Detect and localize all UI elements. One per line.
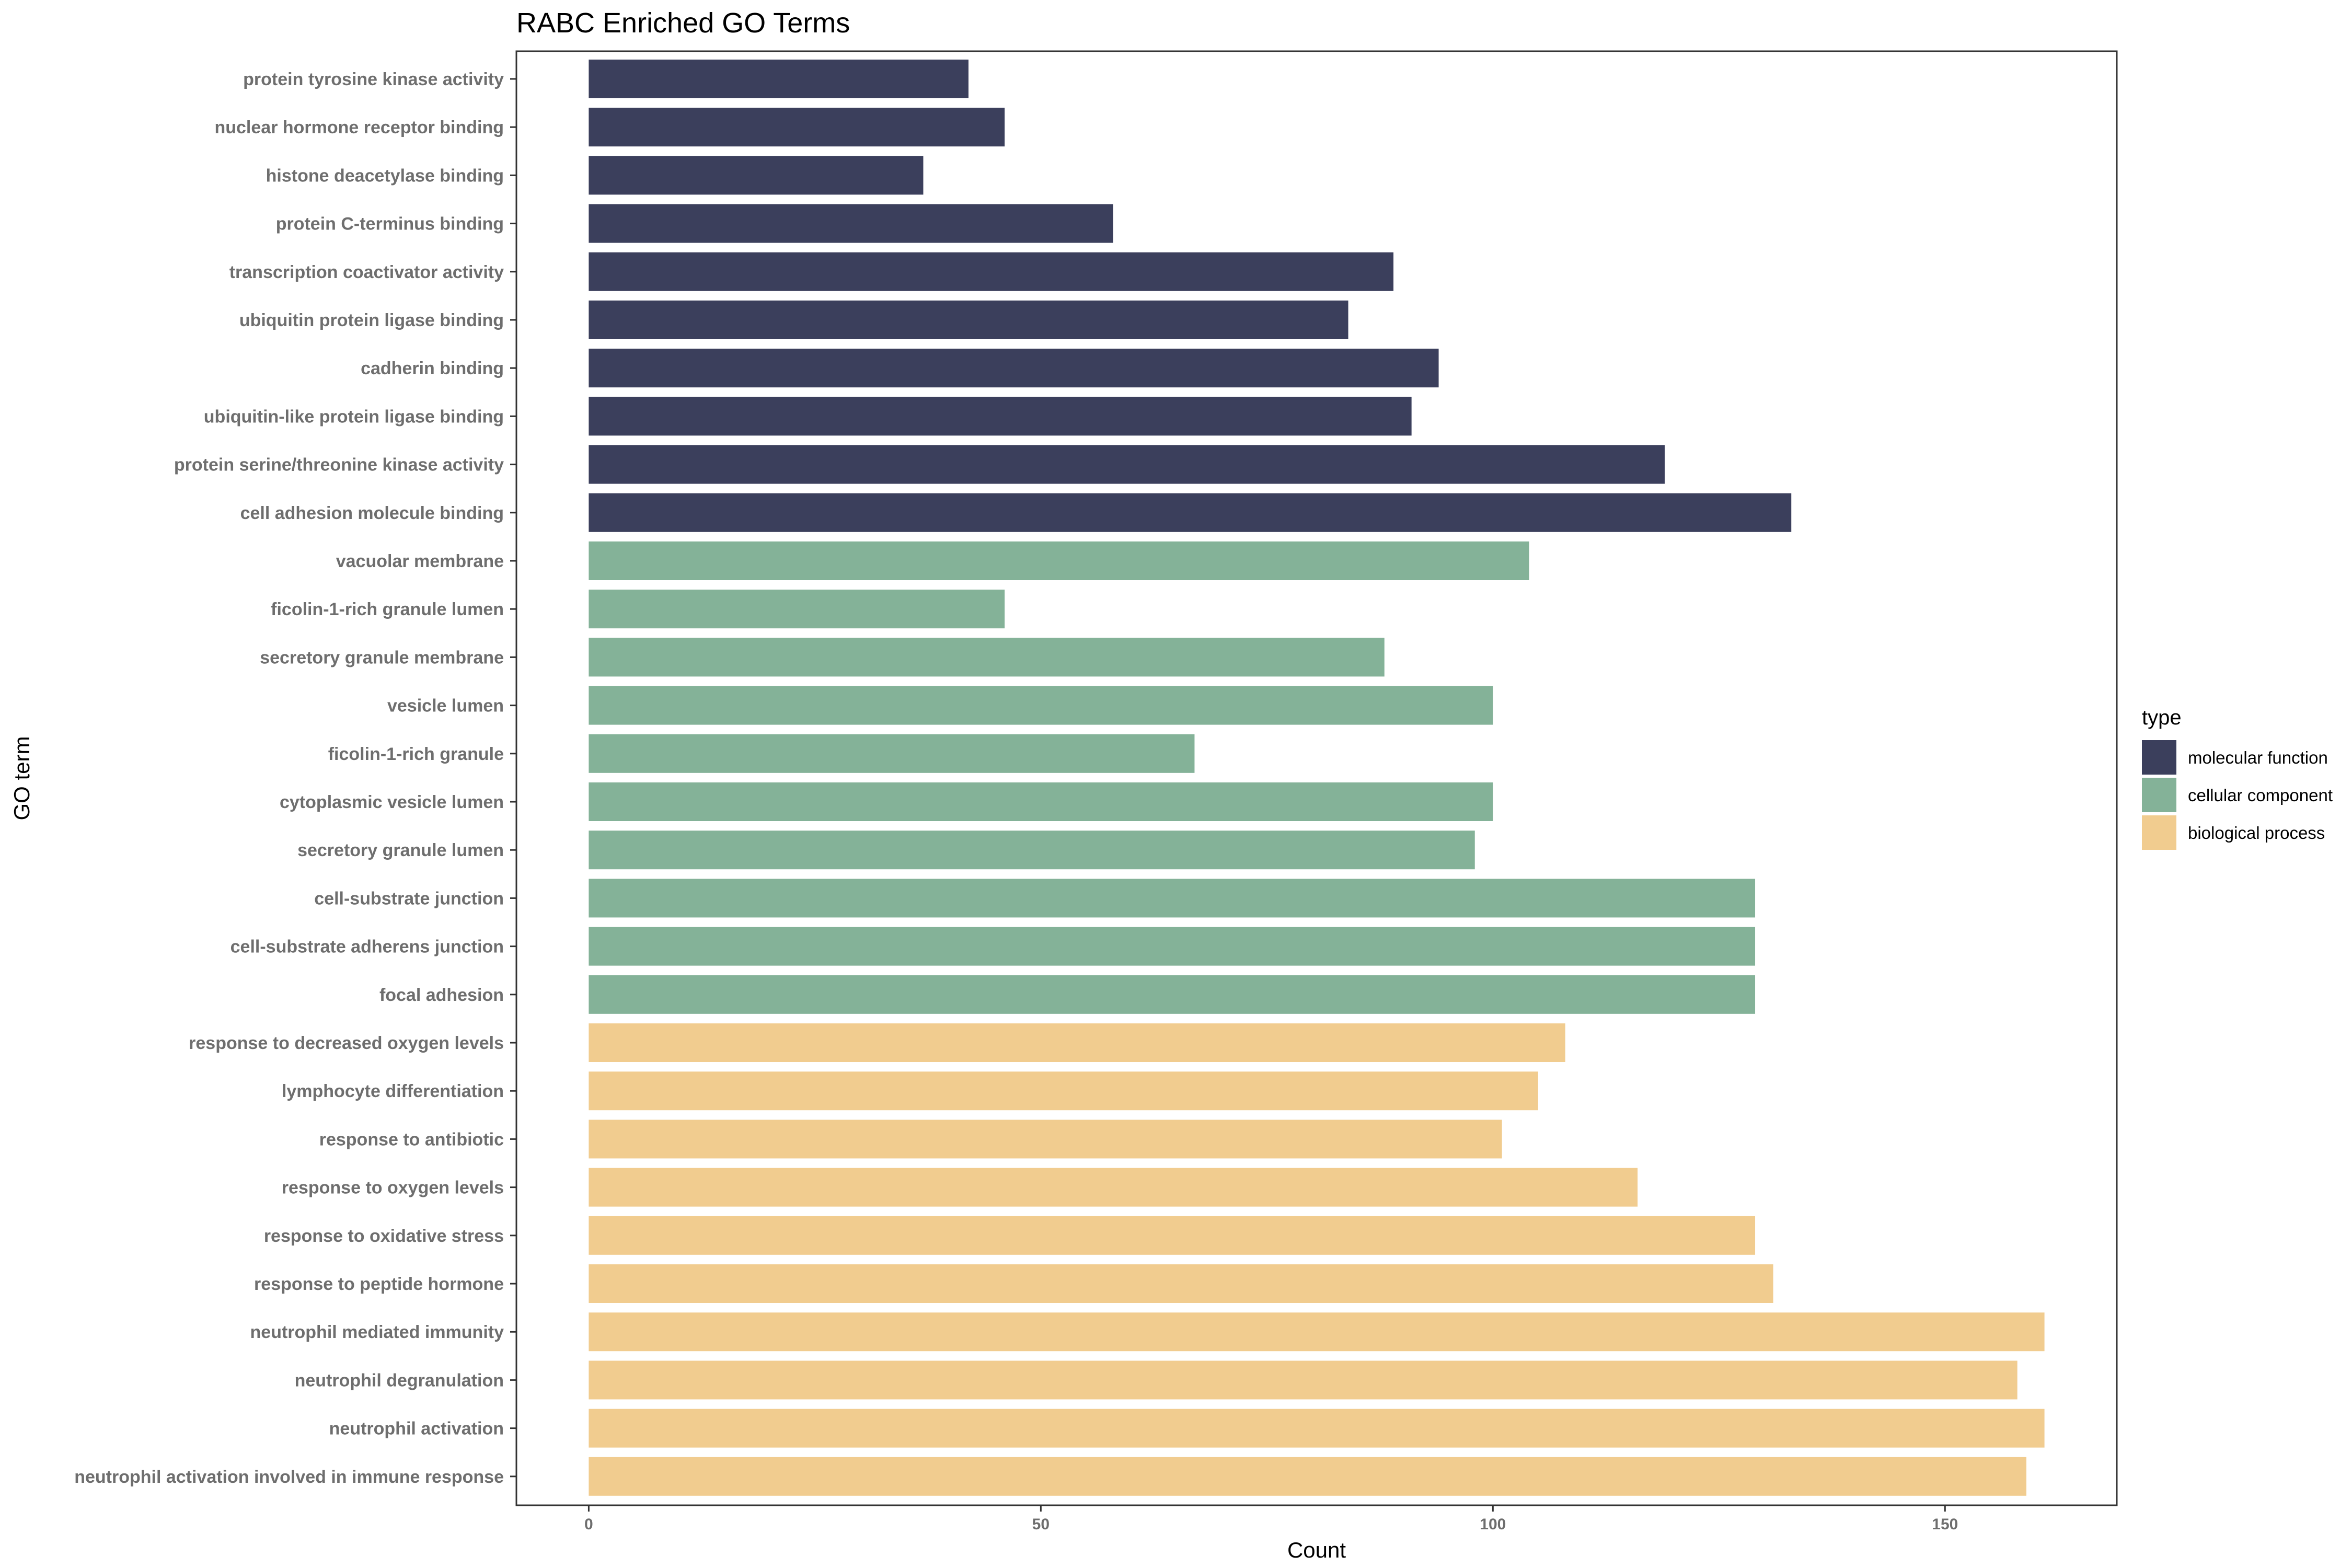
legend-swatch	[2142, 740, 2176, 775]
y-tick-label: response to peptide hormone	[254, 1274, 504, 1294]
y-tick-label: vesicle lumen	[387, 696, 504, 716]
y-tick-label: vacuolar membrane	[336, 551, 504, 571]
y-tick-label: neutrophil mediated immunity	[250, 1322, 504, 1342]
legend-label: cellular component	[2188, 786, 2333, 805]
bar	[589, 590, 1005, 629]
bar	[589, 60, 969, 98]
bar	[589, 1071, 1538, 1111]
bar	[589, 445, 1665, 484]
bar	[589, 879, 1756, 918]
y-tick-label: cell-substrate junction	[314, 889, 504, 908]
y-tick-label: secretory granule membrane	[260, 648, 504, 667]
chart-title: RABC Enriched GO Terms	[516, 7, 850, 39]
y-tick-label: neutrophil activation involved in immune…	[74, 1467, 504, 1487]
y-tick-label: nuclear hormone receptor binding	[214, 118, 504, 137]
plot-panel	[515, 50, 2118, 1506]
y-tick-label: neutrophil activation	[329, 1419, 504, 1439]
y-tick-label: protein C-terminus binding	[276, 214, 504, 234]
bar	[589, 301, 1348, 339]
y-tick-label: protein serine/threonine kinase activity	[174, 455, 504, 475]
y-tick-label: cell adhesion molecule binding	[240, 503, 504, 523]
y-tick-label: neutrophil degranulation	[295, 1370, 504, 1390]
y-tick-label: response to oxygen levels	[282, 1178, 504, 1198]
bar	[589, 927, 1756, 966]
x-axis-title: Count	[1287, 1538, 1346, 1562]
y-tick-label: response to oxidative stress	[264, 1226, 504, 1246]
legend-label: molecular function	[2188, 748, 2328, 767]
y-axis-title: GO term	[9, 736, 34, 820]
y-tick-label: secretory granule lumen	[297, 840, 504, 860]
y-tick-label: cell-substrate adherens junction	[230, 937, 504, 957]
bar	[589, 108, 1005, 147]
y-tick-label: histone deacetylase binding	[266, 166, 504, 186]
x-tick-label: 50	[1032, 1516, 1050, 1533]
bar	[589, 1120, 1502, 1159]
legend-swatch	[2142, 778, 2176, 812]
y-tick-label: ubiquitin protein ligase binding	[239, 310, 504, 330]
y-tick-label: lymphocyte differentiation	[282, 1081, 504, 1101]
bar	[589, 782, 1493, 821]
bar	[589, 1361, 2017, 1400]
y-tick-label: response to antibiotic	[319, 1129, 504, 1149]
x-tick-label: 0	[584, 1516, 593, 1533]
bar	[589, 1264, 1773, 1303]
bar	[589, 831, 1475, 870]
y-tick-label: protein tyrosine kinase activity	[243, 70, 504, 89]
bar	[589, 541, 1529, 580]
y-tick-label: response to decreased oxygen levels	[189, 1033, 504, 1053]
y-tick-label: ficolin-1-rich granule lumen	[271, 599, 504, 619]
bar	[589, 349, 1439, 388]
bar	[589, 156, 924, 195]
bar	[589, 1457, 2027, 1496]
legend-label: biological process	[2188, 823, 2325, 843]
bars-layer	[589, 60, 2045, 1496]
bar	[589, 252, 1394, 291]
bar	[589, 204, 1113, 243]
bar	[589, 975, 1756, 1014]
bar	[589, 1409, 2045, 1448]
bar	[589, 397, 1412, 436]
bar	[589, 493, 1792, 532]
y-tick-label: focal adhesion	[379, 985, 504, 1005]
bar	[589, 1312, 2045, 1352]
y-tick-label: transcription coactivator activity	[229, 262, 504, 282]
legend-swatch	[2142, 815, 2176, 850]
bar	[589, 1216, 1756, 1255]
bar	[589, 1023, 1565, 1062]
legend-title: type	[2142, 706, 2182, 729]
legend: type molecular function cellular componen…	[2142, 706, 2333, 850]
bar	[589, 1168, 1638, 1207]
x-tick-label: 150	[1932, 1516, 1958, 1533]
y-tick-label: cytoplasmic vesicle lumen	[280, 792, 504, 812]
bar	[589, 638, 1385, 677]
y-tick-label: ubiquitin-like protein ligase binding	[204, 407, 504, 426]
bar	[589, 734, 1195, 773]
y-tick-label: cadherin binding	[361, 359, 504, 378]
y-tick-label: ficolin-1-rich granule	[328, 744, 504, 764]
x-tick-label: 100	[1480, 1516, 1506, 1533]
x-axis: 0 50 100 150	[584, 1505, 1958, 1533]
y-axis-labels: protein tyrosine kinase activity nuclear …	[74, 70, 516, 1487]
bar	[589, 686, 1493, 725]
